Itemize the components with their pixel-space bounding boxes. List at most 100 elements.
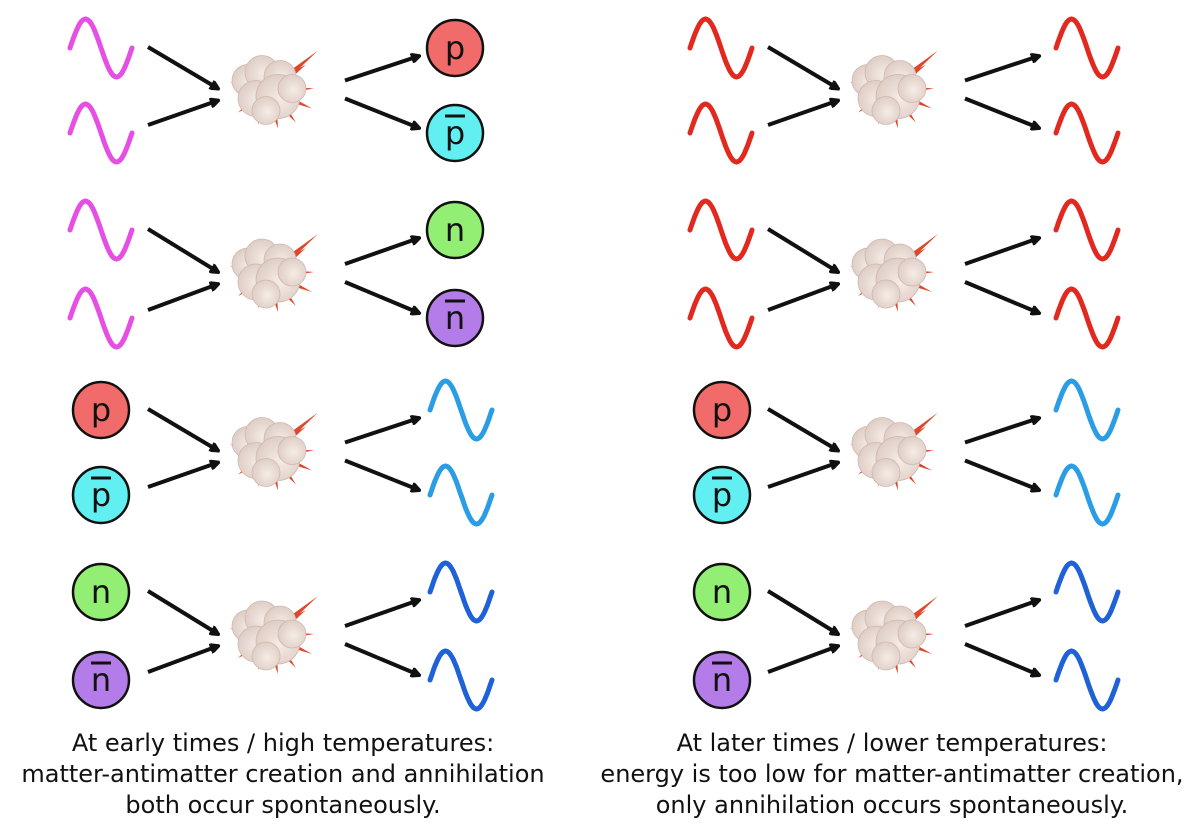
- particle-circle: [71, 562, 131, 622]
- photon-wave-icon: [687, 16, 755, 80]
- particle-circle: [71, 465, 131, 525]
- photon-wave-icon: [67, 101, 135, 165]
- explosion-icon: [850, 412, 938, 491]
- arrow-icon: [964, 96, 1039, 129]
- particle-circle: [425, 288, 485, 348]
- explosion-icon: [230, 50, 318, 129]
- particle-label: n: [712, 661, 732, 699]
- particle-circle: [692, 650, 752, 710]
- cloud-puff: [277, 436, 307, 465]
- arrow-icon: [767, 646, 838, 674]
- photon-wave-icon: [1053, 286, 1121, 350]
- explosion-icon: [230, 412, 318, 491]
- particle-circle: [425, 103, 485, 163]
- particle-label: n: [445, 299, 465, 337]
- particle-n: n: [71, 562, 131, 622]
- caption-line: energy is too low for matter-antimatter …: [600, 760, 1184, 788]
- cloud-puff: [897, 257, 927, 287]
- particle-label: p: [445, 29, 465, 67]
- photon-wave-icon: [1053, 378, 1121, 442]
- arrow-icon: [767, 463, 838, 489]
- arrow-icon: [146, 407, 218, 451]
- cloud-puff: [277, 619, 307, 649]
- particle-circle: [692, 562, 752, 622]
- reaction-row: nn: [71, 560, 495, 712]
- reaction-row: [687, 16, 1121, 165]
- particle-n-bar: n: [71, 650, 131, 710]
- arrow-icon: [964, 280, 1039, 313]
- photon-wave-icon: [1053, 560, 1121, 624]
- arrow-icon: [767, 101, 838, 127]
- arrow-icon: [766, 589, 838, 634]
- arrow-icon: [766, 45, 838, 89]
- cloud-puff: [871, 641, 901, 671]
- arrow-icon: [147, 284, 218, 312]
- cloud-puff: [277, 257, 307, 287]
- cloud-puff: [871, 279, 901, 309]
- particle-label: p: [91, 391, 111, 429]
- particle-label: n: [712, 573, 732, 611]
- arrow-icon: [146, 227, 218, 272]
- reaction-row: [687, 198, 1121, 350]
- caption-line: matter-antimatter creation and annihilat…: [21, 760, 545, 788]
- arrow-icon: [344, 280, 419, 313]
- reaction-row: nn: [67, 198, 485, 350]
- caption-left: At early times / high temperatures: matt…: [0, 728, 583, 821]
- arrow-icon: [344, 418, 419, 445]
- particle-p-bar: p: [71, 465, 131, 525]
- cloud-puff: [897, 74, 927, 103]
- photon-wave-icon: [1053, 463, 1121, 527]
- cloud-puff: [871, 96, 901, 125]
- particle-label: n: [91, 573, 111, 611]
- caption-line: At later times / lower temperatures:: [676, 729, 1108, 757]
- arrow-icon: [147, 463, 218, 489]
- cloud-puff: [277, 74, 307, 103]
- cloud-puff: [251, 458, 281, 487]
- particle-circle: [71, 380, 131, 440]
- explosion-icon: [850, 596, 938, 674]
- explosion-icon: [850, 234, 938, 312]
- photon-wave-icon: [687, 101, 755, 165]
- particle-p: p: [692, 380, 752, 440]
- photon-wave-icon: [687, 198, 755, 262]
- particle-n: n: [425, 200, 485, 260]
- particle-p-bar: p: [425, 103, 485, 163]
- photon-wave-icon: [1053, 648, 1121, 712]
- cloud-puff: [897, 436, 927, 465]
- particle-p-bar: p: [692, 465, 752, 525]
- arrow-icon: [344, 458, 419, 491]
- photon-wave-icon: [687, 286, 755, 350]
- arrow-icon: [147, 101, 218, 127]
- arrow-icon: [964, 642, 1039, 675]
- photon-wave-icon: [1053, 16, 1121, 80]
- particle-p: p: [71, 380, 131, 440]
- caption-right: At later times / lower temperatures: ene…: [592, 728, 1192, 821]
- photon-wave-icon: [1053, 101, 1121, 165]
- arrow-icon: [964, 458, 1039, 491]
- photon-wave-icon: [427, 560, 495, 624]
- arrow-icon: [147, 646, 218, 674]
- photon-wave-icon: [67, 16, 135, 80]
- particle-label: p: [712, 476, 732, 514]
- particle-p: p: [425, 18, 485, 78]
- cloud-puff: [251, 279, 281, 309]
- photon-wave-icon: [427, 648, 495, 712]
- explosion-icon: [850, 50, 938, 129]
- arrow-icon: [344, 56, 419, 83]
- arrow-icon: [146, 589, 218, 634]
- photon-wave-icon: [427, 378, 495, 442]
- arrow-icon: [964, 418, 1039, 445]
- particle-label: n: [91, 661, 111, 699]
- particle-circle: [425, 18, 485, 78]
- caption-line: only annihilation occurs spontaneously.: [655, 791, 1129, 819]
- caption-line: both occur spontaneously.: [125, 791, 441, 819]
- particle-label: p: [712, 391, 732, 429]
- particle-label: n: [445, 211, 465, 249]
- arrow-icon: [344, 642, 419, 675]
- particle-circle: [425, 200, 485, 260]
- reaction-row: nn: [692, 560, 1121, 712]
- photon-wave-icon: [67, 198, 135, 262]
